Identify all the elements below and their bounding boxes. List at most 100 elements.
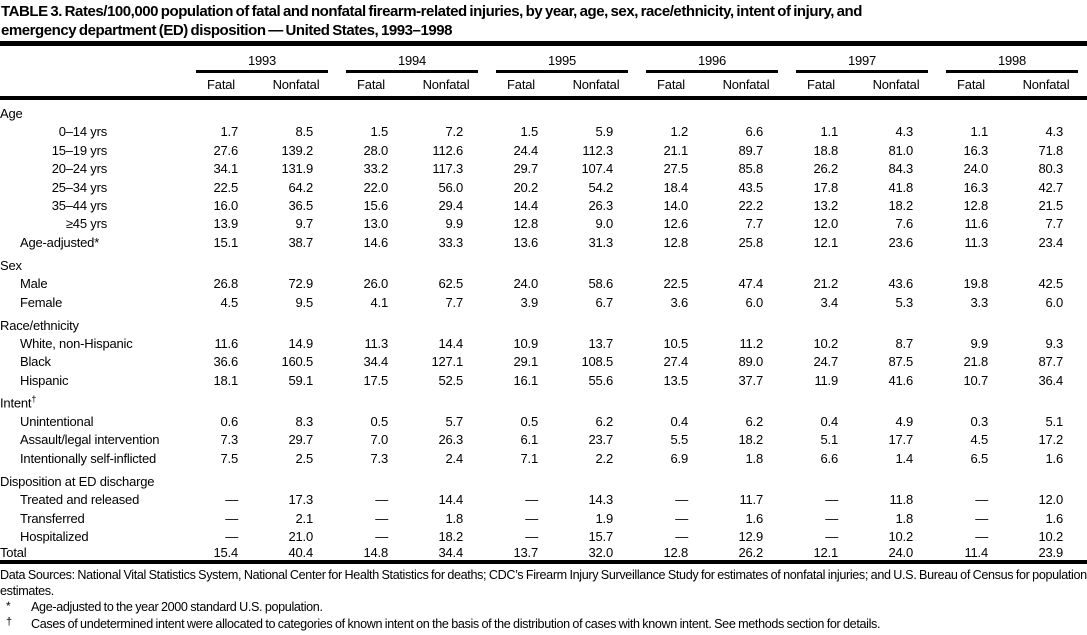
data-cell: 7.7 — [445, 294, 464, 310]
data-cell: 36.4 — [1038, 372, 1063, 388]
row-label-text: ≥45 yrs — [65, 216, 107, 232]
data-cell: 29.4 — [438, 197, 463, 213]
data-cell: 12.8 — [663, 234, 688, 250]
row-label-text: Treated and released — [20, 492, 140, 508]
table-row: Age-adjusted* 15.1 38.7 14.6 33.3 13.6 31.3 12.… — [0, 231, 1087, 250]
data-cell: 23.4 — [1038, 234, 1063, 250]
col-header-fatal: Fatal — [187, 73, 262, 100]
data-cell: 22.5 — [663, 276, 688, 292]
data-cell: 18.2 — [888, 197, 913, 213]
row-label-text: 20–24 yrs — [51, 161, 107, 177]
table-title-line1: TABLE 3. Rates/100,000 population of fat… — [1, 3, 862, 20]
data-cell: 15.7 — [588, 529, 613, 545]
data-cell: 2.2 — [595, 450, 614, 466]
section-header-row: Intent† — [0, 388, 1087, 410]
table-row: 35–44 yrs 16.0 36.5 15.6 29.4 14.4 26.3 14.0 22.… — [0, 195, 1087, 213]
data-cell: 14.4 — [438, 492, 463, 508]
data-cell: 71.8 — [1038, 142, 1063, 158]
data-cell: — — [525, 529, 538, 545]
data-cell: 47.4 — [738, 276, 763, 292]
table-row: White, non-Hispanic 11.6 14.9 11.3 14.4 10.9 1… — [0, 333, 1087, 351]
footnote-intent: † Cases of undetermined intent were allo… — [0, 616, 1087, 633]
col-header-fatal: Fatal — [937, 73, 1012, 100]
data-cell: 24.4 — [513, 142, 538, 158]
data-cell: 33.2 — [363, 161, 388, 177]
data-cell: 112.3 — [582, 142, 613, 158]
table-row: Black 36.6 160.5 34.4 127.1 29.1 108.5 27.4 89.0… — [0, 351, 1087, 369]
stub-header — [0, 46, 187, 73]
data-cell: 1.1 — [970, 124, 989, 140]
year-header-1996: 1996 — [637, 46, 787, 73]
data-cell: 34.1 — [213, 161, 238, 177]
data-cell: 24.7 — [813, 354, 838, 370]
data-cell: 6.6 — [745, 124, 764, 140]
data-cell: 7.7 — [745, 216, 764, 232]
data-cell: 87.5 — [888, 354, 913, 370]
table-row: 25–34 yrs 22.5 64.2 22.0 56.0 20.2 54.2 18.4 43.… — [0, 176, 1087, 195]
table-title-line2: emergency department (ED) disposition — … — [1, 22, 453, 39]
data-cell: 19.8 — [963, 276, 988, 292]
table-row: Intentionally self-inflicted 7.5 2.5 7.3 2.4… — [0, 447, 1087, 466]
data-cell: 16.1 — [513, 372, 538, 388]
footnote-intent-text: Cases of undetermined intent were alloca… — [31, 616, 881, 631]
col-header-fatal: Fatal — [787, 73, 862, 100]
section-label: Sex — [0, 250, 1087, 273]
stub-header — [0, 73, 187, 100]
data-cell: 28.0 — [363, 142, 388, 158]
data-cell: 10.5 — [663, 335, 688, 351]
data-cell: 10.2 — [1038, 529, 1063, 545]
data-cell: 62.5 — [438, 276, 463, 292]
data-cell: — — [975, 529, 988, 545]
data-cell: 34.4 — [412, 544, 487, 565]
year-header-1995: 1995 — [487, 46, 637, 73]
data-cell: 27.4 — [663, 354, 688, 370]
data-cell: 2.5 — [295, 450, 314, 466]
data-cell: 59.1 — [288, 372, 313, 388]
data-cell: 23.6 — [888, 234, 913, 250]
data-cell: 9.9 — [970, 335, 989, 351]
data-cell: 17.5 — [363, 372, 388, 388]
data-cell: 16.3 — [963, 179, 988, 195]
data-cell: 13.5 — [663, 372, 688, 388]
section-label: Age — [0, 98, 1087, 121]
data-cell: 12.0 — [813, 216, 838, 232]
col-header-nonfatal: Nonfatal — [862, 73, 937, 100]
footnote-age-adjusted: * Age-adjusted to the year 2000 standard… — [0, 599, 1087, 616]
data-cell: 32.0 — [562, 544, 637, 565]
data-cell: 6.6 — [820, 450, 839, 466]
data-cell: 112.6 — [432, 142, 463, 158]
data-cell: 22.0 — [363, 179, 388, 195]
data-cell: 14.4 — [438, 335, 463, 351]
section-header-row: Race/ethnicity — [0, 310, 1087, 333]
data-cell: 1.6 — [1045, 450, 1064, 466]
data-cell: 17.7 — [888, 432, 913, 448]
footnotes: Data Sources: National Vital Statistics … — [0, 564, 1087, 632]
data-cell: 11.6 — [214, 335, 238, 351]
data-cell: 10.9 — [513, 335, 538, 351]
table-row: ≥45 yrs 13.9 9.7 13.0 9.9 12.8 9.0 12.6 7.7 12.0 7… — [0, 213, 1087, 231]
data-cell: — — [675, 510, 688, 526]
data-cell: 1.6 — [1045, 510, 1064, 526]
data-cell: 12.6 — [663, 216, 688, 232]
row-label-text: 35–44 yrs — [51, 197, 107, 213]
section-label: Disposition at ED discharge — [0, 466, 1087, 489]
data-cell: 5.9 — [595, 124, 614, 140]
section-label-text: Disposition at ED discharge — [0, 473, 155, 489]
col-header-fatal: Fatal — [337, 73, 412, 100]
data-cell: 21.0 — [288, 529, 313, 545]
data-cell: — — [375, 510, 388, 526]
data-cell: 9.3 — [1045, 335, 1064, 351]
data-cell: 13.0 — [363, 216, 388, 232]
data-cell: 5.1 — [1045, 414, 1064, 430]
table-row: Unintentional 0.6 8.3 0.5 5.7 0.5 6.2 0.4 6.2 0.4… — [0, 411, 1087, 429]
row-label: White, non-Hispanic — [0, 333, 187, 351]
data-cell: 12.0 — [1038, 492, 1063, 508]
data-cell: 18.2 — [438, 529, 463, 545]
data-cell: 21.1 — [663, 142, 688, 158]
data-cell: 6.2 — [595, 414, 614, 430]
data-cell: — — [375, 492, 388, 508]
row-label: Intentionally self-inflicted — [0, 447, 187, 466]
row-label: Treated and released — [0, 489, 187, 507]
data-cell: 12.8 — [963, 197, 988, 213]
